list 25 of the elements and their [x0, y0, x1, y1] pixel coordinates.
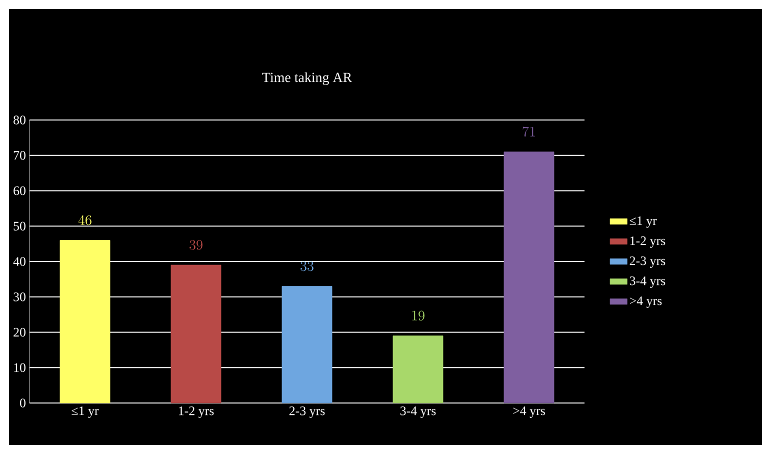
y-tick-label: 20	[14, 328, 26, 337]
data-label: 33	[300, 261, 314, 272]
legend-label: ≤1 yr	[630, 216, 657, 228]
data-label: 71	[522, 126, 535, 137]
x-tick-label: 1-2 yrs	[178, 406, 214, 418]
y-tick-label: 60	[14, 186, 26, 196]
y-tick-label: 50	[14, 222, 26, 230]
legend-label: 2-3 yrs	[630, 256, 666, 268]
y-tick-label: 80	[14, 116, 26, 124]
y-tick-label: 0	[20, 398, 26, 408]
y-tick-label: 10	[14, 363, 26, 372]
legend-label: 1-2 yrs	[630, 236, 666, 248]
chart-title: Time taking AR	[262, 72, 352, 86]
x-tick-label: ≤1 yr	[72, 406, 99, 418]
y-tick-label: 30	[14, 292, 26, 302]
y-tick-label: 40	[13, 257, 26, 266]
legend-label: >4 yrs	[630, 296, 662, 308]
data-label: 39	[190, 240, 202, 250]
data-label: 46	[78, 215, 92, 226]
x-tick-label: 2-3 yrs	[289, 406, 325, 418]
x-tick-label: 3-4 yrs	[400, 406, 436, 418]
x-tick-label: >4 yrs	[513, 406, 545, 418]
legend-label: 3-4 yrs	[630, 276, 666, 288]
data-label: 19	[412, 310, 424, 321]
y-tick-label: 70	[14, 150, 26, 160]
